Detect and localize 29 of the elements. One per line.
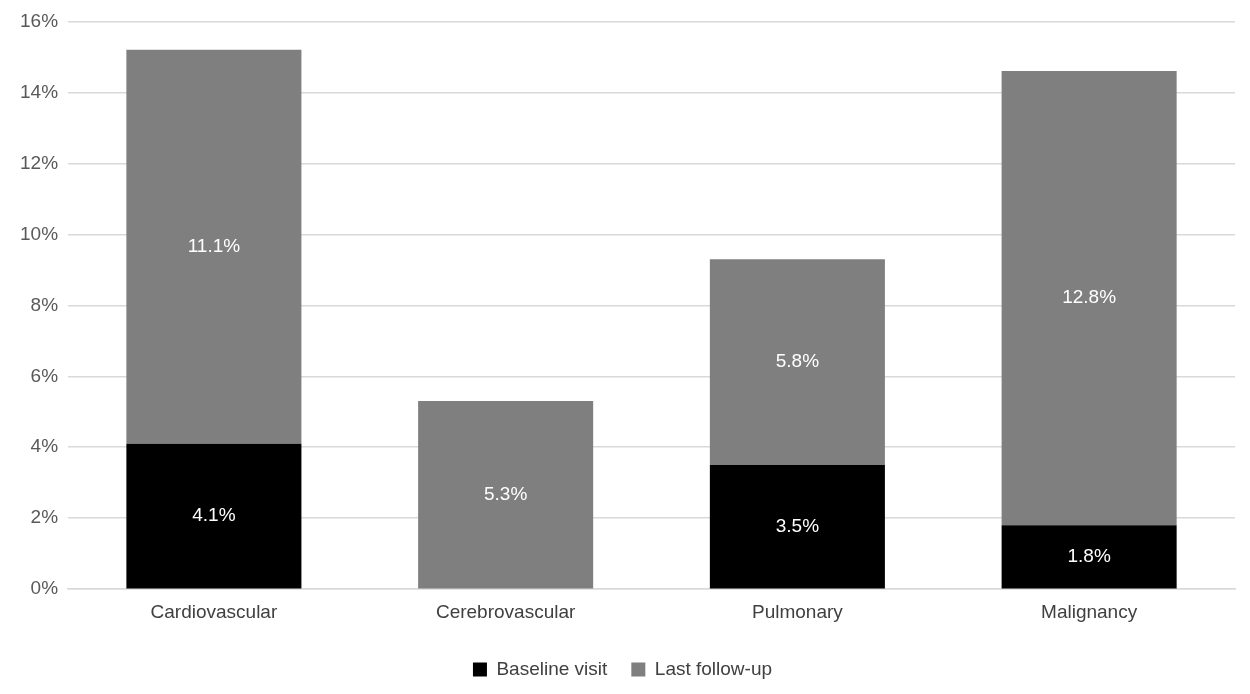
y-tick-label: 12% — [20, 151, 59, 173]
legend-label: Last follow-up — [654, 657, 773, 679]
data-label: 5.8% — [775, 350, 820, 372]
data-label: 12.8% — [1062, 286, 1117, 308]
y-tick-label: 14% — [20, 80, 59, 102]
bar — [126, 49, 302, 444]
x-tick-label: Pulmonary — [751, 600, 844, 622]
legend-label: Baseline visit — [496, 657, 609, 679]
bar — [1001, 71, 1177, 526]
y-tick-label: 10% — [20, 222, 59, 244]
x-tick-label: Malignancy — [1041, 600, 1138, 622]
data-label: 1.8% — [1067, 545, 1111, 567]
bar — [1001, 525, 1177, 589]
data-label: 11.1% — [187, 234, 241, 256]
y-tick-label: 0% — [30, 577, 59, 599]
bar — [126, 443, 302, 589]
bar — [418, 401, 594, 589]
y-tick-label: 2% — [30, 506, 59, 528]
y-tick-label: 16% — [20, 9, 59, 31]
y-tick-label: 4% — [30, 435, 59, 457]
y-tick-label: 8% — [30, 293, 59, 315]
y-tick-label: 6% — [30, 364, 59, 386]
bar — [709, 464, 885, 589]
x-tick-label: Cardiovascular — [150, 600, 278, 622]
data-label: 5.3% — [483, 483, 528, 505]
data-label: 4.1% — [192, 504, 236, 526]
x-tick-label: Cerebrovascular — [435, 600, 576, 622]
data-label: 3.5% — [775, 514, 820, 536]
bar — [709, 259, 885, 465]
